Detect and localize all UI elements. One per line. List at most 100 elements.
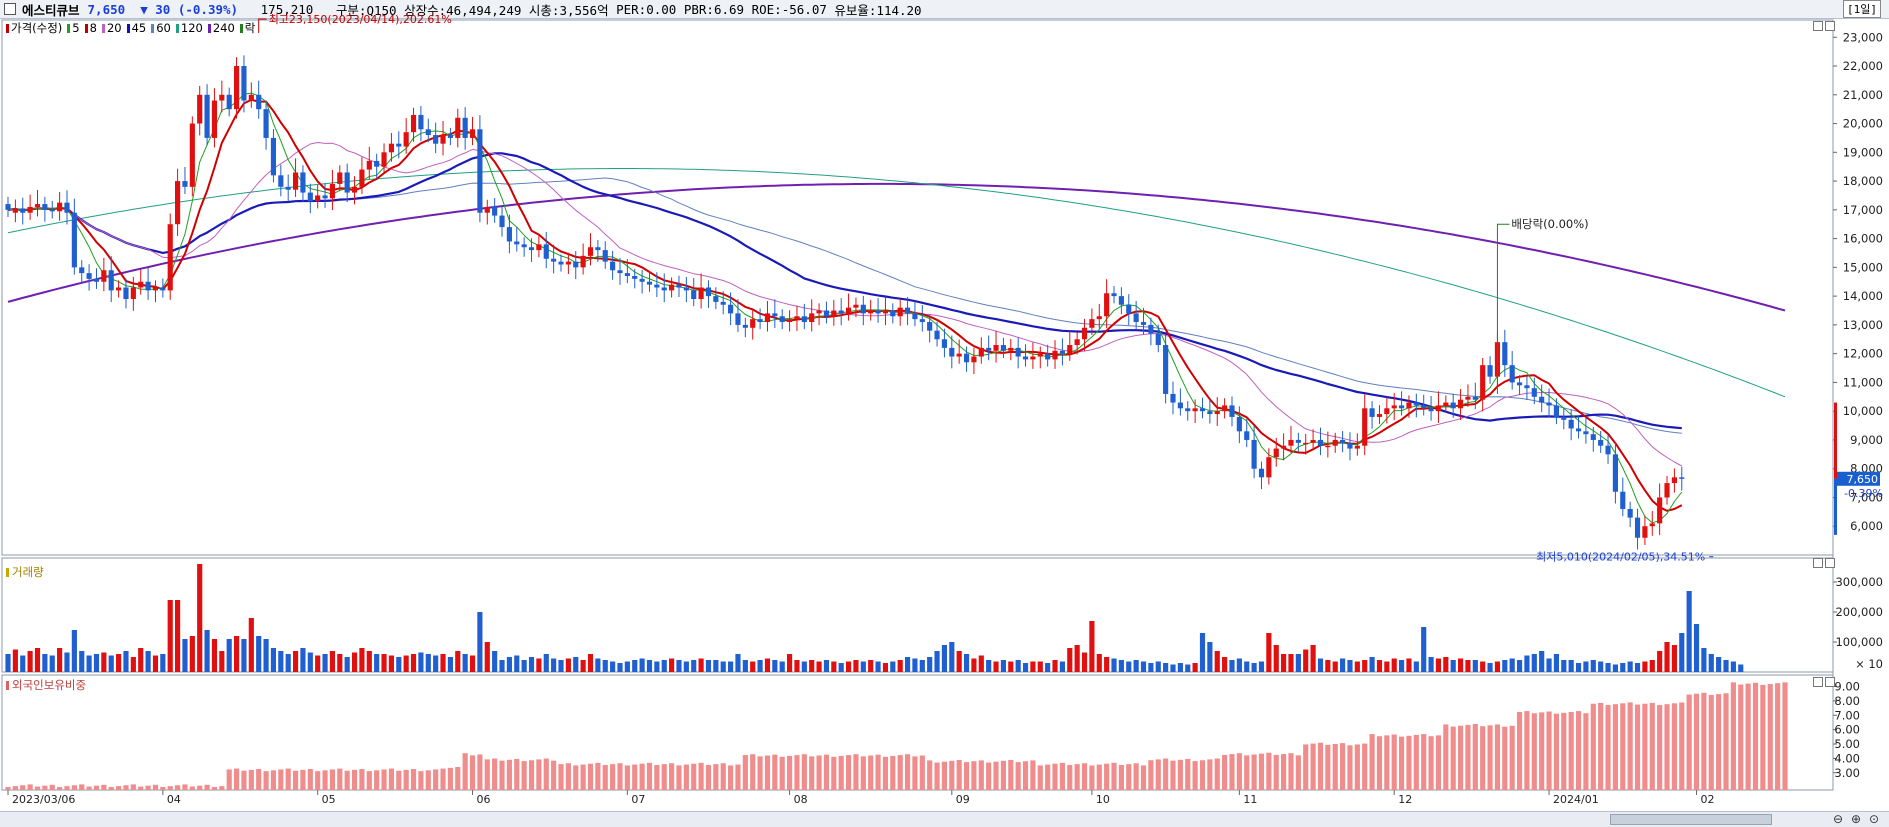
foreign-ratio-bar — [1760, 684, 1766, 790]
horizontal-scrollbar[interactable] — [0, 811, 1889, 827]
menu-checkbox[interactable] — [4, 3, 16, 15]
volume-bar — [71, 630, 77, 672]
zoom-in-icon[interactable]: ⊕ — [1851, 812, 1862, 826]
candle-body — [263, 109, 269, 138]
panel-minimize-button[interactable] — [1813, 21, 1823, 31]
candle-body — [1399, 405, 1405, 409]
zoom-reset-icon[interactable]: ⊙ — [1869, 812, 1880, 826]
candle-body — [610, 261, 616, 271]
volume-bar — [1708, 654, 1714, 672]
volume-bar — [713, 660, 719, 672]
candle-body — [86, 273, 92, 279]
volume-bar — [93, 654, 100, 672]
foreign-ratio-bar — [344, 770, 350, 790]
candle-body — [1642, 526, 1648, 538]
foreign-ratio-bar — [1738, 684, 1744, 790]
panel-minimize-button[interactable] — [1813, 677, 1823, 687]
foreign-ratio-bar — [1163, 758, 1169, 790]
foreign-ratio-bar — [1089, 765, 1095, 790]
candle-body — [698, 287, 704, 300]
volume-bar — [1516, 660, 1523, 672]
foreign-ratio-bar — [558, 764, 564, 790]
volume-bar — [1022, 663, 1029, 672]
y-tick-label: 200,000 — [1835, 605, 1883, 619]
legend-ma45[interactable]: 45 — [126, 20, 146, 36]
reserve-ratio: 유보율:114.20 — [834, 2, 922, 18]
legend-price[interactable]: 가격(수정) — [6, 20, 62, 36]
volume-bar — [1347, 660, 1353, 672]
candle-body — [1037, 353, 1043, 357]
foreign-ratio-bar — [1664, 704, 1670, 790]
volume-bar — [1730, 661, 1736, 672]
legend-ma8[interactable]: 8 — [84, 20, 97, 36]
candle-body — [1457, 399, 1464, 409]
volume-bar — [315, 655, 321, 672]
volume-panel-title: 거래량 — [6, 564, 44, 580]
volume-bar — [20, 655, 26, 672]
candle-body — [720, 301, 726, 305]
legend-ma240[interactable]: 240 — [207, 20, 235, 36]
foreign-ratio-bar — [728, 765, 734, 790]
foreign-ratio-bar — [1015, 762, 1021, 790]
candle-body — [1059, 350, 1065, 354]
y-tick-label: 16,000 — [1843, 232, 1883, 246]
candle-body — [152, 287, 159, 291]
foreign-ratio-bar — [1214, 758, 1220, 790]
foreign-ratio-bar — [1583, 713, 1589, 790]
foreign-ratio-bar — [654, 764, 660, 790]
foreign-ratio-bar — [270, 770, 277, 790]
volume-bar — [1325, 660, 1331, 672]
volume-bar — [1553, 654, 1560, 672]
legend-ma20[interactable]: 20 — [101, 20, 122, 36]
legend-ex-dividend[interactable]: 락 — [239, 20, 255, 36]
foreign-ratio-bar — [956, 759, 962, 790]
foreign-ratio-bar — [1133, 763, 1139, 790]
foreign-ratio-bar — [809, 756, 815, 790]
y-tick-label: 10,000 — [1843, 404, 1883, 418]
legend-ma5[interactable]: 5 — [67, 20, 80, 36]
legend-ma120[interactable]: 120 — [175, 20, 203, 36]
candle-body — [1612, 454, 1618, 492]
volume-bar — [934, 651, 940, 672]
volume-bar — [624, 661, 630, 672]
candle-body — [691, 290, 697, 300]
volume-bar — [351, 652, 358, 672]
legend-ma60[interactable]: 60 — [151, 20, 171, 36]
candle-body — [750, 319, 756, 328]
candle-body — [315, 195, 321, 202]
change-tag-label: -0.39% — [1844, 487, 1883, 500]
candle-body — [986, 347, 992, 351]
volume-bar — [543, 654, 549, 672]
foreign-ratio-bar — [927, 760, 933, 790]
y-tick-label: 9.00 — [1834, 680, 1860, 694]
candle-body — [728, 304, 734, 314]
foreign-ratio-bar — [506, 759, 512, 790]
foreign-ratio-bar — [1244, 755, 1250, 790]
scrollbar-thumb[interactable] — [1610, 814, 1772, 825]
candle-body — [138, 281, 144, 288]
x-tick-label: 2024/01 — [1553, 793, 1599, 806]
candle-body — [528, 247, 535, 251]
foreign-ratio-bar — [934, 762, 940, 790]
candle-body — [20, 208, 26, 213]
period-selector[interactable]: [1일] — [1843, 0, 1881, 18]
foreign-ratio-bar — [34, 786, 41, 790]
volume-bar — [654, 661, 660, 672]
low-annotation: 최저5,010(2024/02/05),34.51% — [1536, 551, 1705, 564]
foreign-ratio-bar — [772, 754, 778, 790]
panel-maximize-button[interactable] — [1825, 558, 1835, 568]
panel-minimize-button[interactable] — [1813, 558, 1823, 568]
panel-maximize-button[interactable] — [1825, 21, 1835, 31]
market-class: 구분:Q150 — [335, 2, 397, 18]
foreign-title: 외국인보유비중 — [12, 678, 87, 692]
foreign-ratio-bar — [1074, 764, 1080, 790]
candle-body — [1575, 428, 1582, 432]
panel-maximize-button[interactable] — [1825, 677, 1835, 687]
foreign-ratio-bar — [1273, 754, 1279, 790]
foreign-ratio-bar — [418, 771, 424, 790]
zoom-out-icon[interactable]: ⊖ — [1833, 812, 1844, 826]
volume-bar — [1236, 658, 1242, 672]
candle-body — [233, 66, 240, 110]
foreign-ratio-bar — [1222, 754, 1228, 790]
